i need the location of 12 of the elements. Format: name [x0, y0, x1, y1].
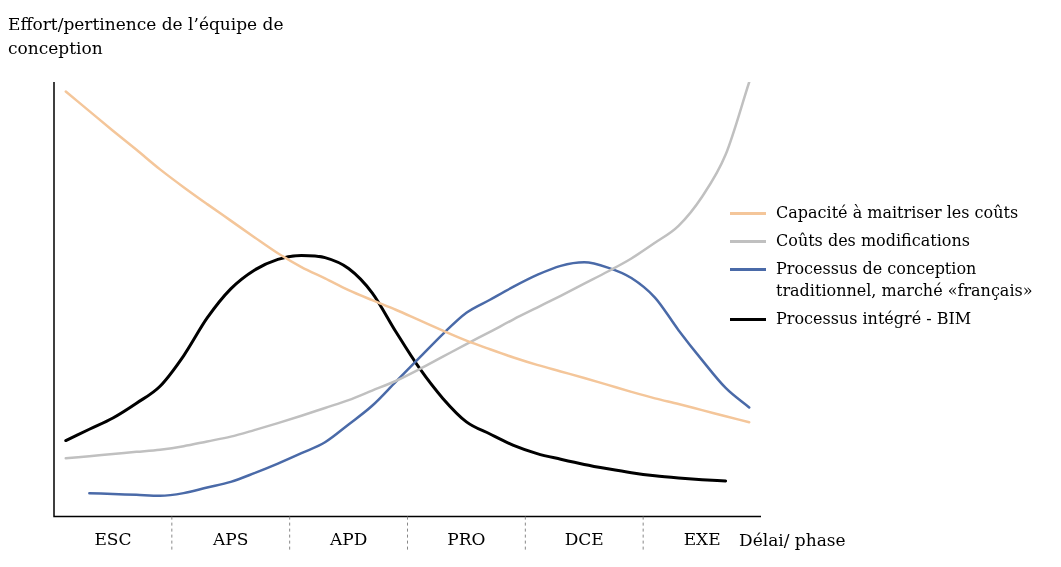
- legend-label: Processus de conception traditionnel, marché «français»: [776, 258, 1034, 302]
- x-tick-label: DCE: [564, 529, 604, 550]
- legend-label: Processus intégré - BIM: [776, 308, 972, 330]
- x-tick-label: APD: [328, 529, 368, 550]
- legend-label: Coûts des modifications: [776, 230, 970, 252]
- x-axis-title: Délai/ phase: [739, 530, 846, 551]
- x-tick-label: APS: [212, 529, 249, 550]
- x-tick-label: EXE: [683, 529, 721, 550]
- x-tick-label: PRO: [447, 529, 486, 550]
- legend-label: Capacité à maitriser les coûts: [776, 202, 1019, 224]
- y-axis-title: Effort/pertinence de l’équipe de conception: [8, 13, 285, 60]
- x-tick-label: ESC: [94, 529, 132, 550]
